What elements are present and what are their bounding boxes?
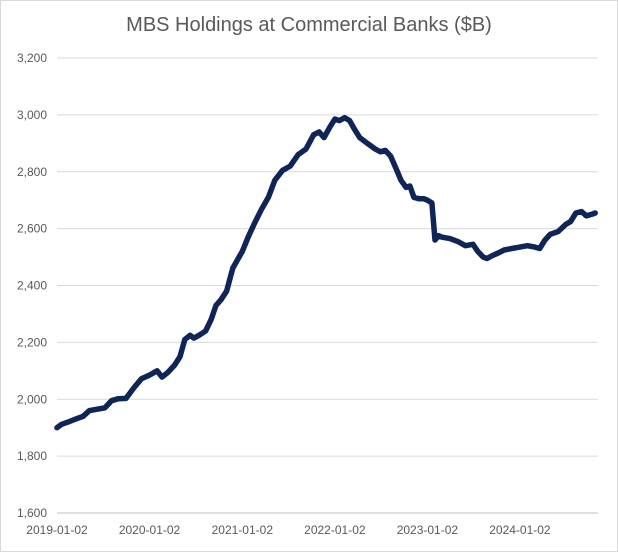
x-tick-label: 2019-01-02 xyxy=(26,523,88,537)
y-tick-label: 3,200 xyxy=(17,51,47,65)
x-tick-label: 2020-01-02 xyxy=(119,523,181,537)
y-tick-label: 1,600 xyxy=(17,506,47,520)
x-tick-label: 2024-01-02 xyxy=(489,523,551,537)
x-tick-label: 2021-01-02 xyxy=(212,523,274,537)
series-line xyxy=(54,114,598,431)
y-tick-label: 3,000 xyxy=(17,108,47,122)
x-tick-label: 2023-01-02 xyxy=(397,523,459,537)
chart-title: MBS Holdings at Commercial Banks ($B) xyxy=(126,14,492,36)
x-tick-label: 2022-01-02 xyxy=(304,523,366,537)
y-tick-label: 2,600 xyxy=(17,222,47,236)
y-tick-label: 1,800 xyxy=(17,449,47,463)
y-tick-label: 2,000 xyxy=(17,392,47,406)
y-tick-label: 2,800 xyxy=(17,165,47,179)
y-tick-label: 2,200 xyxy=(17,335,47,349)
y-tick-label: 2,400 xyxy=(17,279,47,293)
